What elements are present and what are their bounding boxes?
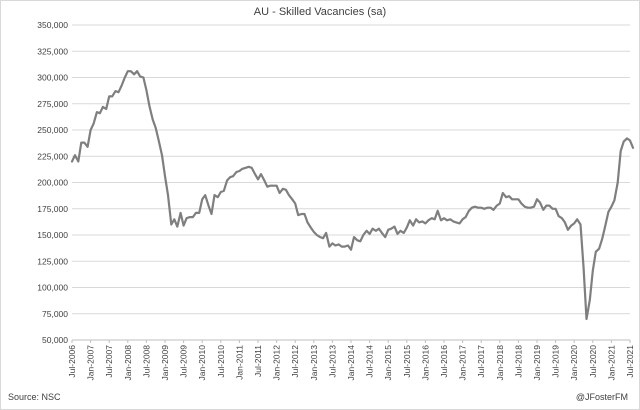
x-tick-label: Jul-2014: [365, 345, 375, 378]
x-tick-label: Jul-2011: [253, 345, 263, 377]
x-tick-label: Jul-2008: [141, 345, 151, 378]
x-tick-label: Jul-2010: [216, 345, 226, 378]
source-note: Source: NSC: [8, 392, 61, 402]
x-tick-label: Jul-2017: [476, 345, 486, 378]
y-tick-label: 300,000: [37, 73, 68, 83]
y-axis: 50,000 75,000 100,000 125,000 150,000 175,000…: [37, 20, 68, 345]
x-axis: Jul-2006 Jan-2007 Jul-2007 Jan-2008 Jul-2008…: [67, 340, 635, 380]
x-tick-label: Jan-2015: [383, 345, 393, 381]
x-tick-label: Jul-2012: [290, 345, 300, 378]
x-tick-label: Jan-2012: [272, 345, 282, 381]
y-tick-label: 125,000: [37, 256, 68, 266]
x-tick-label: Jul-2016: [439, 345, 449, 378]
x-tick-label: Jul-2013: [327, 345, 337, 378]
chart-title: AU - Skilled Vacancies (sa): [254, 6, 386, 18]
x-tick-label: Jan-2010: [197, 345, 207, 381]
x-tick-label: Jan-2016: [420, 345, 430, 381]
x-tick-label: Jan-2020: [569, 345, 579, 381]
gridlines: [72, 24, 630, 341]
x-tick-label: Jan-2008: [123, 345, 133, 381]
x-tick-label: Jan-2018: [495, 345, 505, 381]
x-tick-label: Jan-2019: [532, 345, 542, 381]
x-tick-label: Jul-2020: [588, 345, 598, 378]
x-tick-label: Jul-2018: [513, 345, 523, 378]
y-tick-label: 275,000: [37, 99, 68, 109]
x-tick-label: Jan-2007: [86, 345, 96, 381]
x-tick-label: Jan-2021: [606, 345, 616, 381]
x-tick-label: Jan-2014: [346, 345, 356, 381]
x-tick-label: Jul-2006: [67, 345, 77, 378]
y-tick-label: 225,000: [37, 151, 68, 161]
x-tick-label: Jan-2009: [160, 345, 170, 381]
x-tick-label: Jul-2019: [551, 345, 561, 378]
y-tick-label: 350,000: [37, 20, 68, 30]
x-tick-label: Jan-2017: [458, 345, 468, 381]
x-tick-label: Jul-2007: [104, 345, 114, 378]
y-tick-label: 200,000: [37, 178, 68, 188]
x-tick-label: Jul-2015: [402, 345, 412, 378]
y-tick-label: 100,000: [37, 283, 68, 293]
x-tick-label: Jan-2011: [234, 345, 244, 380]
x-tick-label: Jan-2013: [309, 345, 319, 381]
y-tick-label: 150,000: [37, 230, 68, 240]
y-tick-label: 75,000: [42, 309, 68, 319]
x-tick-label: Jul-2021: [625, 345, 635, 378]
y-tick-label: 175,000: [37, 204, 68, 214]
credit-label: @JFosterFM: [576, 392, 628, 402]
y-tick-label: 250,000: [37, 125, 68, 135]
x-tick-label: Jul-2009: [179, 345, 189, 378]
y-tick-label: 325,000: [37, 46, 68, 56]
y-tick-label: 50,000: [42, 335, 68, 345]
series-line: [70, 70, 635, 321]
